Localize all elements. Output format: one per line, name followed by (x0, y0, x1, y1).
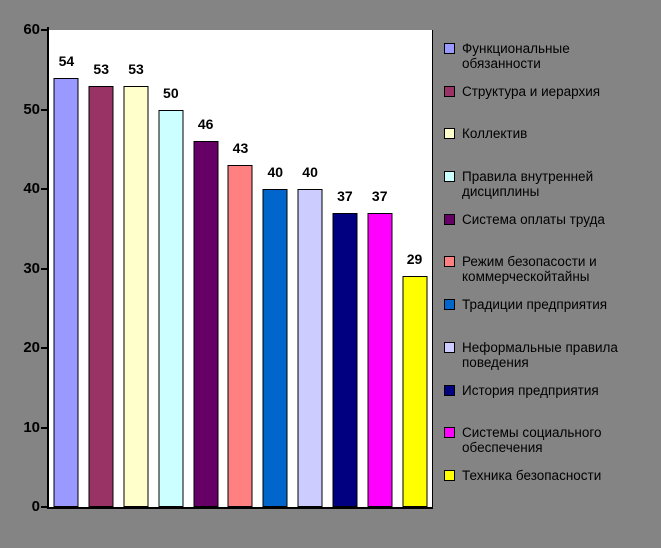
bar-slot: 37 (362, 30, 397, 507)
bar-slot: 46 (188, 30, 223, 507)
legend-label: История предприятия (462, 382, 599, 398)
legend: Функциональные обязанности Структура и ие… (444, 41, 656, 511)
y-tick-mark (41, 29, 47, 31)
bar-slot: 40 (258, 30, 293, 507)
legend-item: Функциональные обязанности (444, 41, 656, 84)
legend-item: Техника безопасности (444, 468, 656, 511)
bar-data-label: 40 (267, 164, 284, 180)
legend-item: История предприятия (444, 383, 656, 426)
bar-6 (227, 165, 253, 507)
y-tick-mark (41, 267, 47, 270)
bar-data-label: 54 (58, 52, 75, 69)
bar-10 (367, 212, 393, 507)
bar-data-label: 53 (93, 60, 109, 77)
plot-right-border (432, 30, 433, 507)
bar-slot: 43 (223, 30, 258, 507)
legend-item: Системы социального обеспечения (444, 425, 656, 468)
legend-item: Структура и иерархия (444, 84, 656, 127)
legend-label: Техника безопасности (462, 467, 602, 483)
bar-8 (297, 189, 323, 507)
bar-1 (53, 77, 79, 507)
legend-swatch-icon (444, 171, 455, 183)
bar-data-label: 37 (337, 187, 353, 204)
bar-data-label: 29 (406, 251, 423, 268)
y-tick-mark (41, 426, 47, 429)
y-axis-line (47, 27, 49, 509)
bar-data-label: 53 (128, 60, 144, 77)
legend-label: Система оплаты труда (462, 211, 605, 227)
legend-label: Правила внутренней дисциплины (462, 169, 594, 200)
bar-slot: 50 (153, 30, 188, 507)
legend-item: Система оплаты труда (444, 212, 656, 255)
y-tick-mark (41, 506, 47, 508)
y-tick-label: 60 (23, 21, 40, 38)
bar-slot: 53 (84, 30, 119, 507)
x-axis-line (47, 507, 433, 509)
legend-label: Структура и иерархия (462, 83, 601, 99)
y-tick-label: 50 (23, 100, 40, 118)
bar-data-label: 46 (197, 116, 214, 133)
legend-swatch-icon (444, 384, 455, 396)
bars-container: 54 53 53 50 46 43 40 40 37 37 29 (49, 30, 432, 507)
legend-label: Неформальные правила поведения (462, 339, 618, 370)
legend-label: Функциональные обязанности (462, 41, 570, 71)
bar-9 (332, 212, 358, 507)
y-tick-label: 40 (23, 180, 40, 197)
y-tick-label: 30 (23, 259, 40, 277)
legend-swatch-icon (444, 469, 455, 481)
legend-swatch-icon (444, 43, 455, 54)
y-tick-mark (41, 188, 47, 190)
legend-swatch-icon (444, 213, 455, 225)
y-tick-mark (41, 347, 47, 349)
bar-data-label: 43 (232, 140, 249, 157)
bar-3 (123, 85, 149, 507)
bar-data-label: 50 (163, 84, 179, 101)
bar-slot: 53 (119, 30, 154, 507)
bar-11 (402, 276, 428, 507)
legend-swatch-icon (444, 128, 455, 140)
legend-label: Режим безопасости и коммерческойтайны (462, 254, 597, 285)
legend-swatch-icon (444, 256, 455, 268)
bar-data-label: 40 (302, 164, 318, 180)
legend-item: Правила внутренней дисциплины (444, 169, 656, 212)
bar-slot: 54 (49, 30, 84, 507)
plot-area: 54 53 53 50 46 43 40 40 37 37 29 (49, 30, 432, 507)
bar-7 (262, 189, 288, 507)
legend-swatch-icon (444, 341, 455, 353)
bar-4 (158, 109, 184, 507)
legend-label: Системы социального обеспечения (462, 425, 602, 456)
bar-data-label: 37 (371, 187, 388, 204)
legend-swatch-icon (444, 85, 455, 97)
y-tick-mark (41, 108, 47, 111)
bar-slot: 37 (328, 30, 363, 507)
y-tick-label: 20 (23, 339, 40, 356)
legend-swatch-icon (444, 427, 455, 439)
legend-item: Неформальные правила поведения (444, 340, 656, 383)
legend-label: Коллектив (462, 126, 528, 142)
legend-item: Режим безопасости и коммерческойтайны (444, 254, 656, 297)
y-tick-label: 10 (23, 418, 40, 436)
bar-slot: 29 (397, 30, 432, 507)
legend-swatch-icon (444, 299, 455, 311)
y-tick-label: 0 (31, 498, 40, 515)
legend-item: Коллектив (444, 126, 656, 169)
bar-slot: 40 (293, 30, 328, 507)
bar-2 (88, 85, 114, 507)
bar-5 (193, 141, 219, 507)
legend-item: Традиции предприятия (444, 297, 656, 340)
legend-label: Традиции предприятия (462, 297, 608, 313)
